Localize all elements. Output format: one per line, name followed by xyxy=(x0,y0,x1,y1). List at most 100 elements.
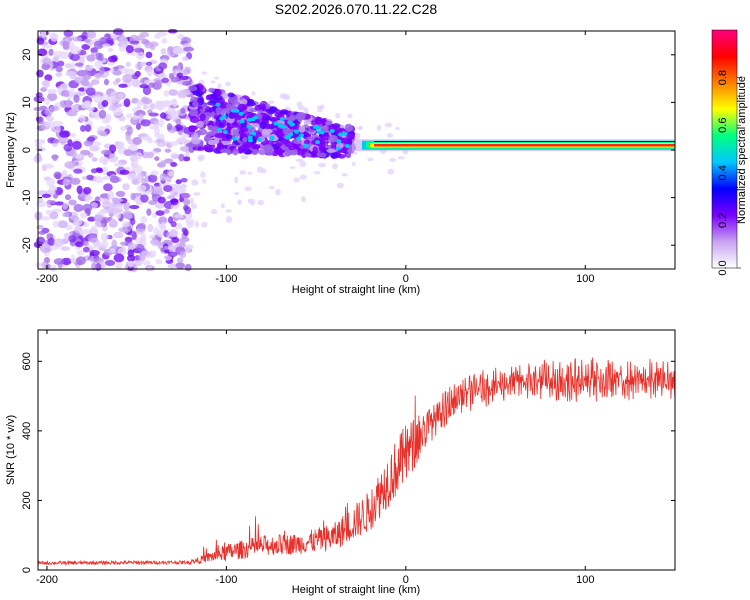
spectrogram-noise-blob xyxy=(127,242,137,250)
spectrogram-noise-blob xyxy=(82,203,93,213)
spectrogram-noise-blob xyxy=(161,37,168,44)
spectrogram-onset-blob xyxy=(333,152,339,158)
spectrogram-noise-blob xyxy=(147,224,154,233)
spectrogram-noise-blob xyxy=(68,199,77,206)
spectrogram-noise-blob xyxy=(154,156,160,162)
spectrogram-noise-blob xyxy=(153,120,160,127)
spectrogram-faint-blob xyxy=(194,220,200,228)
spectrogram-faint-blob xyxy=(197,156,204,162)
spectrogram-onset-blob xyxy=(284,149,292,157)
spectrogram-hot-spot xyxy=(294,129,300,134)
spectrogram-noise-blob xyxy=(70,132,76,138)
spectrogram-noise-blob xyxy=(101,166,109,176)
spectrogram-noise-blob xyxy=(86,136,96,142)
spectrogram-faint-blob xyxy=(297,105,306,111)
spectrogram-noise-blob xyxy=(161,77,169,84)
spectrogram-noise-blob xyxy=(86,174,94,181)
spectrogram-onset-blob xyxy=(242,143,251,150)
spectrogram-onset-blob xyxy=(343,140,351,145)
spectrogram-noise-blob xyxy=(50,32,59,42)
spectrogram-onset-blob xyxy=(240,98,248,105)
spectrogram-noise-blob xyxy=(74,76,85,84)
spectrogram-noise-blob xyxy=(80,149,91,156)
spectrogram-onset-blob xyxy=(220,108,230,114)
spectrogram-noise-blob xyxy=(118,227,129,233)
spectrogram-noise-blob xyxy=(145,61,153,66)
spectrogram-noise-blob xyxy=(93,94,103,104)
spectrogram-noise-blob xyxy=(132,136,142,145)
spectrogram-faint-blob xyxy=(191,179,199,186)
spectrogram-noise-blob xyxy=(149,125,160,130)
spectrogram-hot-spot xyxy=(219,116,225,121)
spectrogram-noise-blob xyxy=(36,37,45,45)
spectrogram-noise-blob xyxy=(108,153,116,162)
spectrogram-noise-blob xyxy=(166,123,173,131)
spectrogram-hot-spot xyxy=(299,133,305,138)
spectrogram-noise-blob xyxy=(139,84,150,89)
spectrogram-noise-blob xyxy=(111,239,118,249)
spectrogram-hot-spot xyxy=(312,124,318,129)
spectrogram-noise-blob xyxy=(141,177,147,185)
spectrogram-noise-blob xyxy=(109,248,116,254)
spectrogram-noise-blob xyxy=(64,161,76,169)
spectrogram-noise-blob xyxy=(64,194,72,201)
spectrogram-onset-blob xyxy=(296,150,305,156)
spectrogram-noise-blob xyxy=(102,202,111,208)
spectrogram-noise-blob xyxy=(159,173,167,181)
spectrogram-noise-blob xyxy=(182,56,189,61)
spectrogram-noise-blob xyxy=(158,62,168,70)
spectrogram-faint-blob xyxy=(275,188,281,196)
spectrogram-noise-blob xyxy=(177,257,184,264)
spectrogram-onset-blob xyxy=(264,103,271,110)
spectrogram-noise-blob xyxy=(147,68,153,77)
spectrogram-noise-blob xyxy=(143,98,153,105)
spectrogram-noise-blob xyxy=(46,177,56,187)
spectrogram-noise-blob xyxy=(146,208,152,216)
spectrogram-noise-blob xyxy=(62,212,70,218)
spectrogram-onset-blob xyxy=(314,116,324,125)
spectrogram-noise-blob xyxy=(182,156,191,162)
spectrogram-noise-blob xyxy=(135,227,145,235)
spectrogram-onset-blob xyxy=(330,151,336,159)
spectrogram-noise-blob xyxy=(118,35,128,45)
spectrogram-onset-blob xyxy=(232,111,241,119)
spectrogram-noise-blob xyxy=(183,46,195,52)
spectrogram-noise-blob xyxy=(64,71,76,77)
spectrogram-noise-blob xyxy=(163,208,170,214)
spectrogram-onset-blob xyxy=(189,116,200,123)
spectrogram-onset-blob xyxy=(260,103,266,112)
snr-panel: -200 -100 0 100 0 200 400 600 Height of straig… xyxy=(5,329,676,596)
spectrogram-noise-blob xyxy=(167,170,175,177)
spectrogram-noise-blob xyxy=(37,48,48,57)
spectrogram-faint-blob xyxy=(190,203,198,209)
spectrogram-noise-blob xyxy=(39,244,50,249)
spectrogram-faint-blob xyxy=(290,165,296,170)
spectrogram-faint-blob xyxy=(261,168,267,174)
spectrogram-onset-blob xyxy=(219,148,229,154)
spectrogram-onset-blob xyxy=(298,125,306,133)
spectrogram-noise-blob xyxy=(70,148,77,158)
spectrogram-noise-blob xyxy=(120,67,129,74)
figure-title: S202.2026.070.11.22.C28 xyxy=(275,1,438,17)
spectrogram-faint-blob xyxy=(234,176,239,184)
spectrogram-onset-blob xyxy=(303,120,312,125)
spectrogram-noise-blob xyxy=(71,36,83,42)
spectrogram-faint-blob xyxy=(332,163,338,170)
spectrogram-noise-blob xyxy=(179,251,187,259)
spectrogram-noise-blob xyxy=(60,89,71,97)
spectrogram-noise-blob xyxy=(60,246,71,251)
spectrogram-noise-blob xyxy=(124,212,133,220)
spectrogram-noise-blob xyxy=(45,121,55,128)
spectrogram-hot-spot xyxy=(251,131,257,136)
spectrogram-noise-blob xyxy=(173,214,184,219)
spectrogram-noise-blob xyxy=(42,44,53,49)
spectrogram-noise-blob xyxy=(52,220,60,228)
spectrogram-hot-spot xyxy=(246,124,252,129)
spectrogram-noise-blob xyxy=(168,244,175,253)
spectrogram-noise-blob xyxy=(148,82,155,88)
spectrogram-onset-blob xyxy=(207,124,215,131)
spectrogram-onset-blob xyxy=(275,142,283,147)
snr-x-tick-label: -100 xyxy=(215,574,237,586)
spectrogram-hot-spot xyxy=(284,135,290,140)
